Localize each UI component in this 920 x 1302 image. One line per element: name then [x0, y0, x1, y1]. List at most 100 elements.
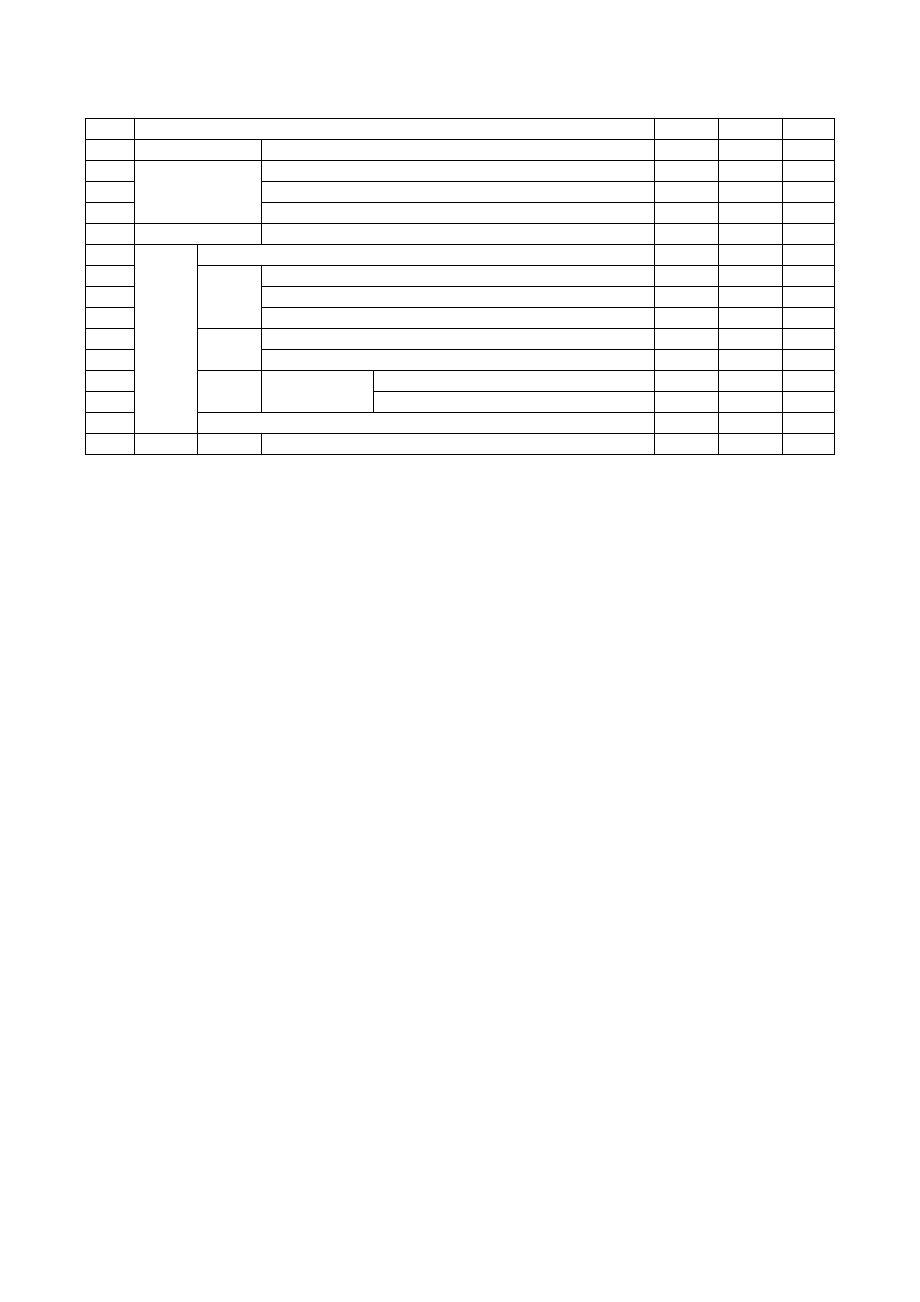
cell-remark — [782, 434, 834, 455]
cell-item — [261, 182, 654, 203]
cell-conclusion — [718, 245, 782, 266]
cell-seq — [86, 224, 135, 245]
cell-result — [655, 266, 719, 287]
cell-subcategory — [198, 329, 262, 371]
cell-result — [655, 224, 719, 245]
cell-remark — [782, 413, 834, 434]
cell-result — [655, 434, 719, 455]
table-row — [86, 371, 835, 392]
cell-result — [655, 392, 719, 413]
cell-remark — [782, 329, 834, 350]
cell-item — [261, 140, 654, 161]
cell-conclusion — [718, 392, 782, 413]
cell-remark — [782, 140, 834, 161]
cell-item — [261, 308, 654, 329]
cell-result — [655, 308, 719, 329]
cell-item — [198, 413, 655, 434]
cell-subcategory — [198, 266, 262, 329]
cell-remark — [782, 266, 834, 287]
cell-item — [261, 434, 654, 455]
cell-remark — [782, 392, 834, 413]
cell-result — [655, 413, 719, 434]
cell-conclusion — [718, 224, 782, 245]
cell-item — [374, 392, 655, 413]
table-row — [86, 224, 835, 245]
header-item-content — [134, 119, 655, 140]
cell-subcategory — [198, 371, 262, 413]
cell-result — [655, 287, 719, 308]
cell-remark — [782, 161, 834, 182]
cell-result — [655, 329, 719, 350]
cell-result — [655, 161, 719, 182]
cell-seq — [86, 392, 135, 413]
cell-seq — [86, 329, 135, 350]
cell-conclusion — [718, 308, 782, 329]
cell-item — [261, 161, 654, 182]
cell-seq — [86, 308, 135, 329]
header-seq — [86, 119, 135, 140]
cell-item — [198, 245, 655, 266]
cell-conclusion — [718, 203, 782, 224]
cell-seq — [86, 434, 135, 455]
cell-seq — [86, 413, 135, 434]
header-conclusion — [718, 119, 782, 140]
cell-seq — [86, 161, 135, 182]
cell-remark — [782, 308, 834, 329]
table-row — [86, 413, 835, 434]
cell-result — [655, 371, 719, 392]
cell-remark — [782, 245, 834, 266]
cell-remark — [782, 371, 834, 392]
cell-remark — [782, 350, 834, 371]
table-row — [86, 140, 835, 161]
cell-conclusion — [718, 371, 782, 392]
cell-result — [655, 350, 719, 371]
cell-subitem — [261, 371, 373, 413]
cell-seq — [86, 245, 135, 266]
cell-remark — [782, 182, 834, 203]
cell-conclusion — [718, 329, 782, 350]
cell-category — [134, 434, 198, 455]
cell-item — [374, 371, 655, 392]
cell-conclusion — [718, 161, 782, 182]
header-result — [655, 119, 719, 140]
cell-category — [134, 224, 261, 245]
cell-conclusion — [718, 350, 782, 371]
cell-result — [655, 140, 719, 161]
cell-conclusion — [718, 182, 782, 203]
cell-seq — [86, 371, 135, 392]
cell-item — [261, 224, 654, 245]
cell-item — [261, 329, 654, 350]
cell-seq — [86, 140, 135, 161]
cell-remark — [782, 287, 834, 308]
cell-remark — [782, 203, 834, 224]
inspection-table — [85, 118, 835, 455]
table-row — [86, 329, 835, 350]
table-header-row — [86, 119, 835, 140]
cell-result — [655, 182, 719, 203]
cell-item — [261, 350, 654, 371]
cell-result — [655, 245, 719, 266]
cell-category — [134, 161, 261, 224]
table-row — [86, 266, 835, 287]
cell-seq — [86, 203, 135, 224]
cell-conclusion — [718, 140, 782, 161]
cell-seq — [86, 287, 135, 308]
cell-result — [655, 203, 719, 224]
cell-seq — [86, 350, 135, 371]
cell-category — [134, 245, 198, 434]
table-row — [86, 245, 835, 266]
cell-seq — [86, 266, 135, 287]
header-remark — [782, 119, 834, 140]
cell-conclusion — [718, 266, 782, 287]
cell-category — [134, 140, 261, 161]
cell-item — [261, 203, 654, 224]
document-content — [85, 118, 835, 455]
cell-conclusion — [718, 413, 782, 434]
cell-conclusion — [718, 434, 782, 455]
cell-subcategory — [198, 434, 262, 455]
cell-seq — [86, 182, 135, 203]
cell-item — [261, 287, 654, 308]
table-row — [86, 161, 835, 182]
cell-conclusion — [718, 287, 782, 308]
cell-remark — [782, 224, 834, 245]
